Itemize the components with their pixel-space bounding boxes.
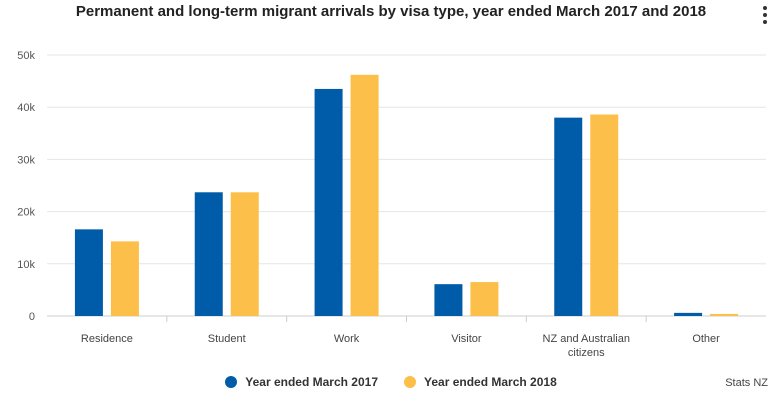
menu-dot-icon	[763, 20, 767, 24]
bar[interactable]	[434, 284, 463, 316]
bar[interactable]	[230, 192, 259, 316]
bar[interactable]	[350, 74, 379, 316]
legend-label-series-2: Year ended March 2018	[424, 375, 557, 389]
bar[interactable]	[74, 229, 103, 316]
bar[interactable]	[590, 114, 619, 317]
legend-item-series-2[interactable]: Year ended March 2018	[404, 375, 557, 389]
bar[interactable]	[314, 88, 343, 317]
menu-dot-icon	[763, 6, 767, 10]
legend-swatch-series-2	[404, 376, 416, 388]
x-tick-label: Other	[692, 333, 720, 345]
x-tick-label: Student	[208, 333, 246, 345]
y-tick-label: 0	[29, 311, 35, 323]
y-tick-label: 40k	[17, 102, 35, 114]
chart-title: Permanent and long-term migrant arrivals…	[75, 3, 707, 20]
legend-item-series-1[interactable]: Year ended March 2017	[225, 375, 378, 389]
bar[interactable]	[674, 312, 703, 316]
x-tick-label: Work	[334, 333, 360, 345]
menu-dot-icon	[763, 13, 767, 17]
x-tick-label: Residence	[81, 333, 133, 345]
y-tick-label: 20k	[17, 207, 35, 219]
bar[interactable]	[710, 313, 739, 316]
source-credit: Stats NZ	[725, 377, 768, 389]
y-tick-label: 50k	[17, 50, 35, 62]
y-tick-label: 10k	[17, 259, 35, 271]
bar[interactable]	[110, 241, 139, 316]
bar[interactable]	[470, 282, 499, 316]
legend: Year ended March 2017 Year ended March 2…	[0, 375, 782, 389]
bar[interactable]	[194, 192, 223, 316]
y-tick-label: 30k	[17, 154, 35, 166]
bar[interactable]	[554, 117, 583, 316]
legend-swatch-series-1	[225, 376, 238, 388]
x-tick-label: Visitor	[451, 333, 482, 345]
legend-label-series-1: Year ended March 2017	[245, 375, 378, 389]
chart-menu-button[interactable]	[758, 6, 772, 24]
bar-chart: 0 10k 20k 30k 40k 50k Residence Student Work Visi…	[17, 50, 766, 359]
x-tick-label: NZ and Australian	[543, 333, 630, 345]
x-tick-label: citizens	[568, 347, 605, 359]
